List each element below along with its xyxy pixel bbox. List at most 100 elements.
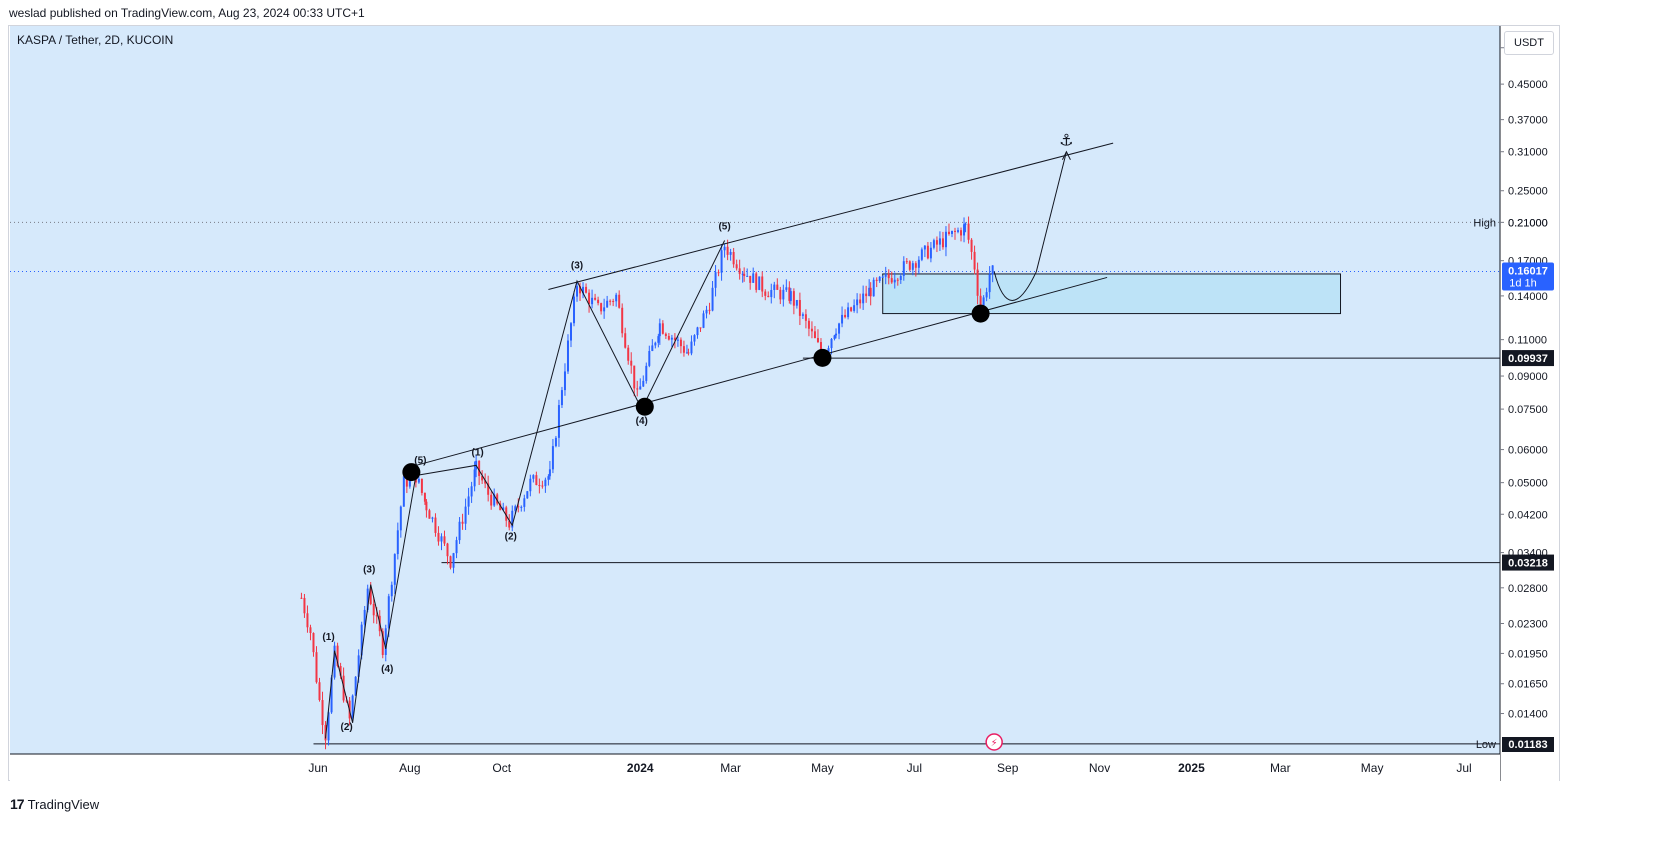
candle-body [720,250,723,273]
candle-body [636,388,639,390]
candle-body [642,380,645,387]
candle-body [303,597,306,614]
candle-body [597,299,600,304]
price-tick-label: 0.25000 [1508,186,1548,198]
candle-body [390,584,393,597]
candle-body [776,284,779,290]
candle-body [764,291,767,296]
candle-body [333,645,336,678]
time-tick-label: Mar [1270,761,1291,775]
candle-body [529,478,532,492]
candle-body [896,279,899,281]
lightning-glyph: ⚡ [991,738,998,749]
candle-body [726,246,729,255]
candle-body [591,297,594,305]
pivot-point-marker [402,463,421,482]
candle-body [579,286,582,294]
candle-body [963,224,966,236]
currency-selector[interactable]: USDT [1504,31,1554,55]
candle-body [976,269,979,296]
candle-body [612,300,615,302]
candle-body [609,300,612,302]
candle-body [973,251,976,270]
candle-body [798,299,801,316]
candle-body [988,274,991,293]
candle-body [633,365,636,389]
candle-body [324,725,327,741]
candle-body [345,700,348,702]
candle-body [351,695,354,719]
candle-body [714,272,717,288]
candle-body [779,289,782,300]
level-price-badge [1502,350,1554,367]
candle-body [315,652,318,683]
candle-body [399,506,402,531]
candle-body [523,498,526,507]
tradingview-logo-icon: 17 [10,796,25,812]
candle-body [795,299,798,306]
candle-body [893,279,896,283]
candle-body [478,460,481,476]
wave-label: (3) [363,564,375,575]
price-tick-label: 0.01650 [1508,679,1548,691]
candle-body [443,536,446,544]
candle-body [339,666,342,676]
candle-body [440,536,443,542]
trend-channel-upper [548,142,1114,291]
candle-body [309,627,312,634]
candle-body [520,506,523,508]
candle-body [405,476,408,487]
candle-body [484,480,487,484]
wave-label: (4) [636,416,648,427]
candle-body [354,676,357,696]
time-tick-label: Aug [399,761,420,775]
level-price-label: 0.21000 [1508,217,1548,229]
candle-body [517,506,520,508]
candle-body [312,633,315,653]
level-price-badge [1502,554,1554,571]
candle-body [804,314,807,321]
price-tick-label: 0.21000 [1508,217,1548,229]
candle-body [428,510,431,519]
candle-body [673,337,676,341]
candle-body [835,333,838,336]
candle-body [960,230,963,236]
candle-body [449,556,452,568]
candle-body [785,287,788,290]
candle-body [318,682,321,701]
candle-body [899,275,902,280]
candle-body [600,303,603,312]
candle-body [434,517,437,533]
wave-label: (4) [381,664,393,675]
price-tick-label: 0.02800 [1508,583,1548,595]
candle-body [502,507,505,511]
candle-body [425,501,428,511]
candle-body [746,275,749,277]
candle-body [569,323,572,341]
candle-body [514,506,517,511]
candle-body [944,231,947,248]
candle-body [360,624,363,656]
candle-body [693,335,696,342]
candle-body [420,478,423,493]
candle-body [369,588,372,605]
level-price-label: 0.03218 [1508,558,1548,570]
candle-body [676,339,679,341]
candle-body [300,597,303,599]
price-scale-background [1500,26,1559,781]
candle-body [541,485,544,487]
candle-body [396,530,399,555]
candle-body [792,291,795,306]
candle-body [833,335,836,339]
candle-body [535,475,538,486]
candle-body [767,295,770,298]
candle-body [702,313,705,328]
pivot-point-marker [971,304,990,323]
candle-body [947,231,950,234]
candle-body [853,305,856,311]
candle-body [705,309,708,314]
candle-body [547,476,550,480]
candle-body [452,553,455,568]
tradingview-footer[interactable]: 17 TradingView [10,796,99,812]
